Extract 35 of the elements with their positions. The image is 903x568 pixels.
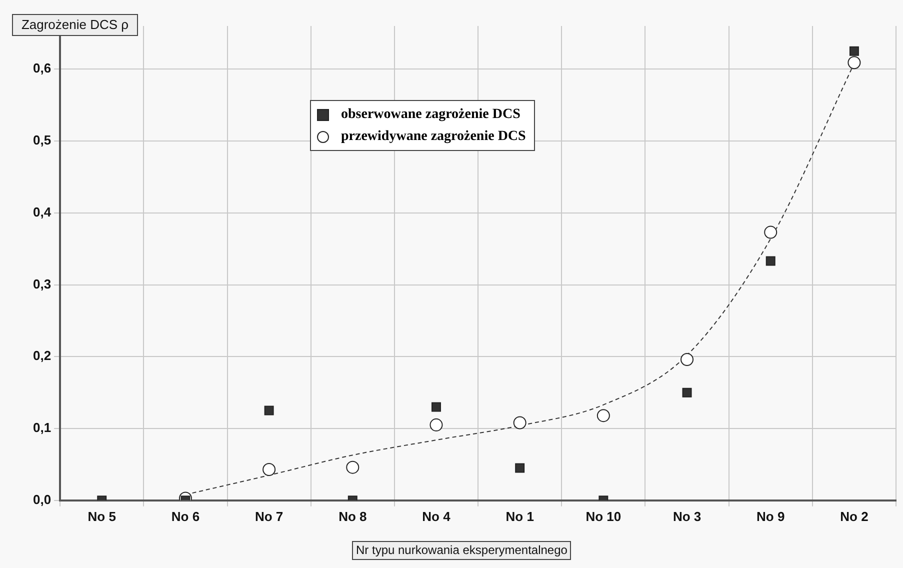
x-tick-label: No 10 xyxy=(586,508,622,524)
point xyxy=(346,460,360,474)
legend-label: obserwowane zagrożenie DCS xyxy=(341,107,520,123)
point xyxy=(596,409,610,422)
point xyxy=(764,226,778,239)
point xyxy=(849,46,859,56)
point xyxy=(264,406,274,416)
y-tick-label: 0,1 xyxy=(32,420,52,436)
point xyxy=(431,402,441,412)
point xyxy=(848,56,861,70)
x-tick-label: No 8 xyxy=(338,508,367,524)
x-tick-label: No 5 xyxy=(88,508,116,524)
y-tick-label: 0,5 xyxy=(32,132,52,148)
x-tick-label: No 2 xyxy=(840,508,868,524)
x-tick-label: No 4 xyxy=(422,508,452,524)
y-axis-title: Zagrożenie DCS ρ xyxy=(12,14,138,36)
y-tick-label: 0,0 xyxy=(32,492,52,507)
y-tick-label: 0,6 xyxy=(32,60,52,76)
x-tick-label: No 6 xyxy=(171,508,200,524)
y-tick-label: 0,4 xyxy=(32,204,52,220)
legend-label: przewidywane zagrożenie DCS xyxy=(341,129,526,145)
x-tick-label: No 7 xyxy=(254,508,284,524)
x-tick-label: No 1 xyxy=(506,508,534,524)
x-tick-label: No 3 xyxy=(672,508,702,524)
point xyxy=(430,418,443,432)
point xyxy=(513,416,526,430)
point xyxy=(262,462,276,476)
point xyxy=(682,388,692,398)
point xyxy=(680,353,694,366)
x-axis-title: Nr typu nurkowania eksperymentalnego xyxy=(352,541,572,560)
y-tick-label: 0,3 xyxy=(32,276,52,292)
point xyxy=(766,256,776,266)
y-tick-label: 0,2 xyxy=(32,348,52,364)
point xyxy=(515,463,525,473)
x-tick-label: No 9 xyxy=(756,508,785,524)
